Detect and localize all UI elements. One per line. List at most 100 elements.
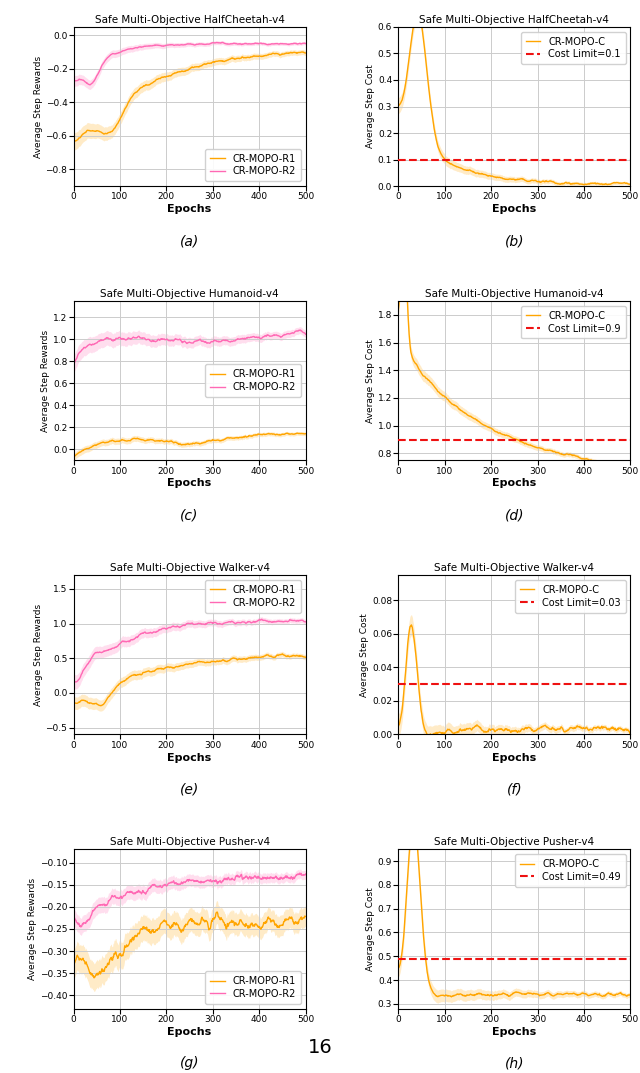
- CR-MOPO-R2: [296, 867, 303, 880]
- Legend: CR-MOPO-R1, CR-MOPO-R2: CR-MOPO-R1, CR-MOPO-R2: [205, 149, 301, 181]
- Text: (g): (g): [180, 1057, 199, 1071]
- CR-MOPO-C: [534, 987, 541, 1000]
- Line: CR-MOPO-C: CR-MOPO-C: [398, 822, 630, 997]
- X-axis label: Epochs: Epochs: [492, 204, 536, 215]
- Y-axis label: Average Step Cost: Average Step Cost: [366, 64, 375, 148]
- X-axis label: Epochs: Epochs: [168, 752, 212, 763]
- Text: (f): (f): [507, 782, 522, 796]
- X-axis label: Epochs: Epochs: [168, 204, 212, 215]
- Legend: CR-MOPO-C, Cost Limit=0.49: CR-MOPO-C, Cost Limit=0.49: [515, 854, 625, 886]
- CR-MOPO-R1: [196, 655, 204, 667]
- X-axis label: Epochs: Epochs: [168, 479, 212, 488]
- Text: (e): (e): [180, 782, 199, 796]
- CR-MOPO-C: [585, 454, 593, 467]
- Cost Limit=0.49: [394, 952, 403, 965]
- Title: Safe Multi-Objective Humanoid-v4: Safe Multi-Objective Humanoid-v4: [425, 289, 604, 298]
- Y-axis label: Average Step Cost: Average Step Cost: [366, 887, 375, 971]
- CR-MOPO-R2: [297, 614, 305, 627]
- CR-MOPO-R2: [302, 327, 310, 340]
- CR-MOPO-R1: [70, 696, 77, 709]
- Y-axis label: Average Step Rewards: Average Step Rewards: [34, 604, 43, 706]
- CR-MOPO-R2: [86, 78, 93, 91]
- Y-axis label: Average Step Rewards: Average Step Rewards: [41, 329, 50, 431]
- CR-MOPO-C: [506, 989, 513, 1002]
- CR-MOPO-R2: [196, 876, 204, 888]
- CR-MOPO-C: [533, 175, 541, 188]
- CR-MOPO-R1: [90, 971, 98, 984]
- CR-MOPO-C: [520, 437, 528, 450]
- Title: Safe Multi-Objective HalfCheetah-v4: Safe Multi-Objective HalfCheetah-v4: [95, 15, 285, 25]
- CR-MOPO-R1: [180, 65, 188, 78]
- CR-MOPO-R1: [97, 700, 104, 712]
- CR-MOPO-R1: [260, 428, 268, 441]
- CR-MOPO-R2: [70, 910, 77, 923]
- Title: Safe Multi-Objective Walker-v4: Safe Multi-Objective Walker-v4: [109, 563, 269, 573]
- X-axis label: Epochs: Epochs: [492, 479, 536, 488]
- CR-MOPO-C: [507, 726, 515, 739]
- Line: CR-MOPO-R1: CR-MOPO-R1: [74, 52, 306, 142]
- Y-axis label: Average Step Cost: Average Step Cost: [360, 613, 369, 696]
- CR-MOPO-R1: [208, 915, 216, 928]
- CR-MOPO-C: [394, 961, 403, 974]
- CR-MOPO-C: [586, 723, 593, 736]
- CR-MOPO-R2: [302, 868, 310, 881]
- Legend: CR-MOPO-R1, CR-MOPO-R2: CR-MOPO-R1, CR-MOPO-R2: [205, 971, 301, 1003]
- CR-MOPO-C: [507, 988, 515, 1001]
- CR-MOPO-C: [622, 989, 630, 1002]
- Line: CR-MOPO-R1: CR-MOPO-R1: [74, 912, 306, 978]
- Title: Safe Multi-Objective Pusher-v4: Safe Multi-Objective Pusher-v4: [435, 837, 595, 847]
- CR-MOPO-C: [622, 723, 630, 736]
- CR-MOPO-C: [410, 815, 417, 828]
- Line: CR-MOPO-R1: CR-MOPO-R1: [74, 433, 306, 457]
- CR-MOPO-R2: [77, 921, 84, 934]
- CR-MOPO-R1: [208, 433, 216, 446]
- CR-MOPO-C: [505, 173, 513, 186]
- Cost Limit=0.03: [394, 678, 403, 691]
- X-axis label: Epochs: Epochs: [168, 1027, 212, 1037]
- CR-MOPO-C: [521, 722, 529, 735]
- CR-MOPO-C: [505, 429, 513, 442]
- Line: CR-MOPO-R2: CR-MOPO-R2: [74, 330, 306, 364]
- CR-MOPO-R1: [302, 650, 310, 663]
- CR-MOPO-R2: [297, 324, 305, 337]
- CR-MOPO-R2: [302, 616, 310, 629]
- CR-MOPO-R1: [180, 659, 188, 672]
- CR-MOPO-R1: [302, 427, 310, 440]
- CR-MOPO-C: [627, 988, 634, 1001]
- CR-MOPO-C: [424, 729, 432, 741]
- CR-MOPO-R1: [208, 655, 216, 667]
- Text: (b): (b): [505, 234, 524, 248]
- Cost Limit=0.49: [395, 952, 403, 965]
- CR-MOPO-R1: [181, 64, 189, 77]
- CR-MOPO-R2: [302, 38, 310, 50]
- CR-MOPO-R1: [296, 46, 304, 59]
- CR-MOPO-R2: [180, 876, 188, 888]
- Text: 16: 16: [308, 1038, 332, 1057]
- CR-MOPO-R2: [70, 675, 77, 688]
- CR-MOPO-R2: [260, 871, 268, 884]
- Cost Limit=0.9: [394, 433, 403, 446]
- CR-MOPO-R1: [260, 49, 268, 62]
- CR-MOPO-C: [506, 724, 513, 737]
- CR-MOPO-R1: [297, 427, 305, 440]
- CR-MOPO-R2: [196, 38, 204, 50]
- Legend: CR-MOPO-C, Cost Limit=0.1: CR-MOPO-C, Cost Limit=0.1: [521, 32, 625, 64]
- CR-MOPO-R2: [208, 616, 216, 629]
- CR-MOPO-C: [394, 99, 403, 112]
- CR-MOPO-R1: [302, 46, 310, 59]
- CR-MOPO-R1: [70, 135, 77, 148]
- Legend: CR-MOPO-C, Cost Limit=0.03: CR-MOPO-C, Cost Limit=0.03: [515, 580, 625, 613]
- CR-MOPO-C: [507, 173, 515, 186]
- CR-MOPO-R2: [196, 617, 204, 630]
- Legend: CR-MOPO-R1, CR-MOPO-R2: CR-MOPO-R1, CR-MOPO-R2: [205, 365, 301, 397]
- CR-MOPO-R2: [180, 335, 188, 348]
- CR-MOPO-R2: [260, 330, 268, 343]
- CR-MOPO-R2: [208, 335, 216, 348]
- Title: Safe Multi-Objective Pusher-v4: Safe Multi-Objective Pusher-v4: [109, 837, 269, 847]
- CR-MOPO-R2: [70, 75, 77, 88]
- CR-MOPO-R1: [70, 959, 77, 972]
- CR-MOPO-R1: [180, 438, 188, 451]
- Title: Safe Multi-Objective HalfCheetah-v4: Safe Multi-Objective HalfCheetah-v4: [419, 15, 609, 25]
- CR-MOPO-R2: [297, 867, 305, 880]
- CR-MOPO-R2: [70, 357, 77, 370]
